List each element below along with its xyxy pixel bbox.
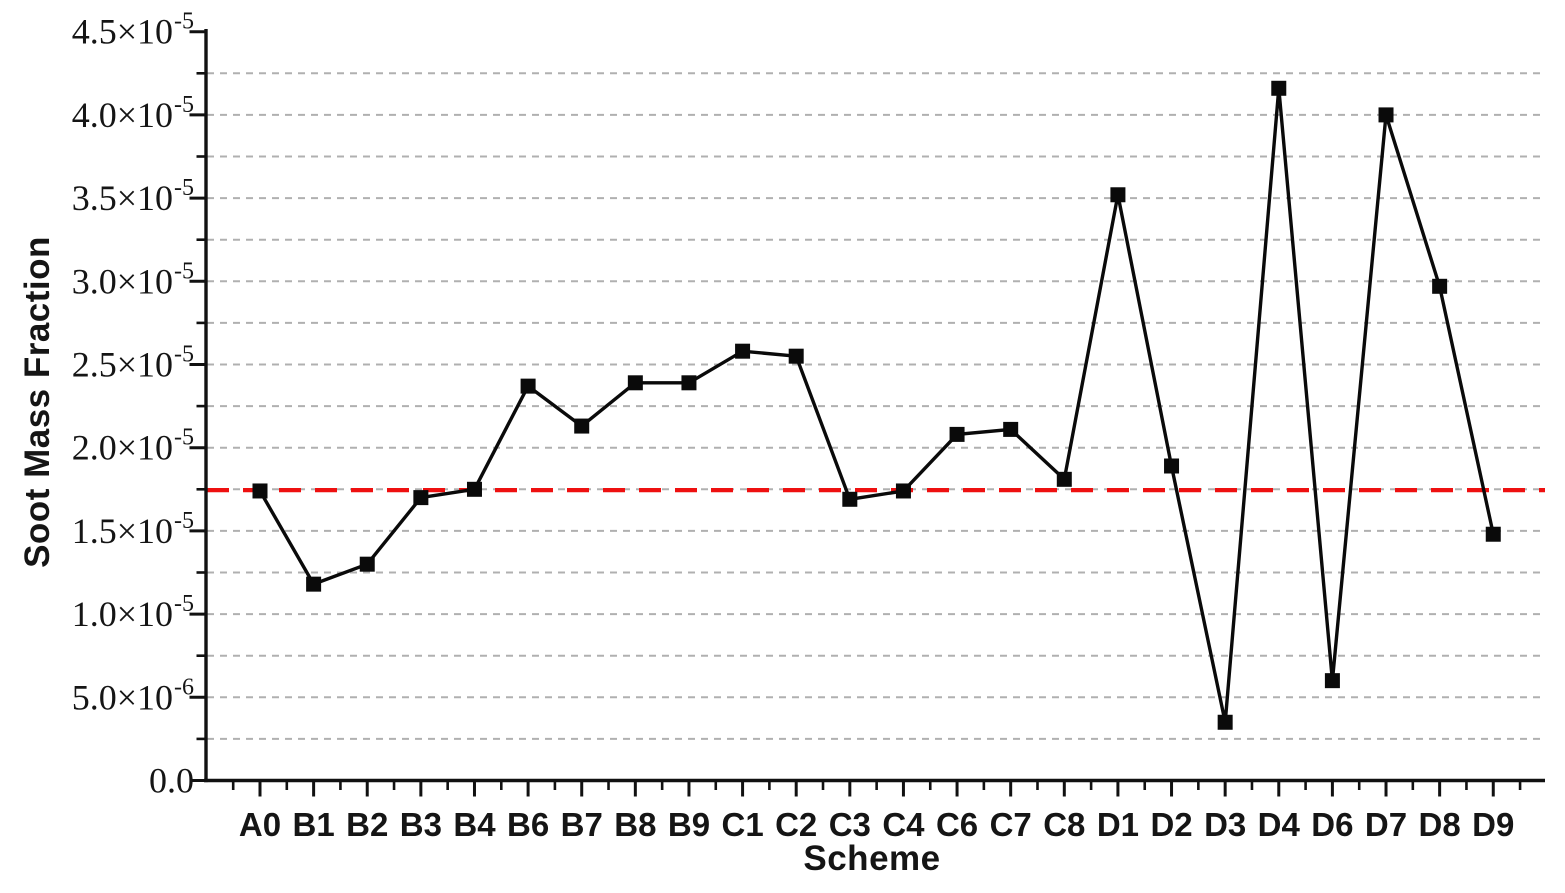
x-axis-ticks: A0 B1 B2 B3 B4 B6 B7 B8 B9 C1 C2 C3 C4 C6 C7 C8 D1 D2 D3 D4… bbox=[231, 780, 1522, 843]
y-tick-label: 2.5×10-5 bbox=[72, 342, 194, 385]
data-point-D4 bbox=[1271, 80, 1287, 96]
data-point-A0 bbox=[252, 483, 268, 499]
x-tick-label-D7: D7 bbox=[1365, 806, 1407, 843]
data-point-D3 bbox=[1217, 714, 1233, 730]
y-axis-ticks: 0.0 5.0×10-6 1.0×10-5 1.5×10-5 2.0×10-5 2.5×1… bbox=[72, 9, 206, 801]
x-tick-label-C7: C7 bbox=[990, 806, 1032, 843]
y-tick-label: 0.0 bbox=[149, 761, 194, 801]
x-axis-title: Scheme bbox=[803, 839, 941, 878]
x-tick-label-B2: B2 bbox=[346, 806, 388, 843]
gridlines bbox=[207, 72, 1545, 740]
y-tick-label: 3.5×10-5 bbox=[72, 175, 194, 218]
y-tick-label: 4.0×10-5 bbox=[72, 92, 194, 135]
x-tick-label-D3: D3 bbox=[1204, 806, 1246, 843]
x-tick-label-C2: C2 bbox=[775, 806, 817, 843]
data-point-C3 bbox=[842, 491, 858, 507]
y-tick-label: 5.0×10-6 bbox=[72, 674, 194, 717]
y-tick-label: 4.5×10-5 bbox=[72, 9, 194, 52]
data-point-C1 bbox=[735, 343, 751, 359]
data-point-D1 bbox=[1110, 187, 1126, 203]
data-point-B4 bbox=[466, 481, 482, 497]
x-tick-label-C3: C3 bbox=[829, 806, 871, 843]
data-point-B3 bbox=[413, 490, 429, 506]
y-tick-label: 3.0×10-5 bbox=[72, 258, 194, 301]
x-tick-label-C8: C8 bbox=[1043, 806, 1085, 843]
data-point-B2 bbox=[359, 556, 375, 572]
x-tick-label-D1: D1 bbox=[1097, 806, 1139, 843]
y-axis-title: Soot Mass Fraction bbox=[18, 236, 57, 568]
x-tick-label-B6: B6 bbox=[507, 806, 549, 843]
x-tick-label-A0: A0 bbox=[239, 806, 281, 843]
x-tick-label-B3: B3 bbox=[400, 806, 442, 843]
data-point-C2 bbox=[788, 348, 804, 364]
x-tick-label-C6: C6 bbox=[936, 806, 978, 843]
x-tick-label-D8: D8 bbox=[1419, 806, 1461, 843]
data-point-D8 bbox=[1432, 278, 1448, 294]
x-tick-label-C4: C4 bbox=[882, 806, 925, 843]
data-points bbox=[252, 80, 1501, 730]
data-point-C8 bbox=[1056, 471, 1072, 487]
data-point-B6 bbox=[520, 378, 536, 394]
y-tick-label: 1.5×10-5 bbox=[72, 508, 194, 551]
x-tick-label-B8: B8 bbox=[614, 806, 656, 843]
series-line bbox=[258, 88, 1495, 723]
x-tick-label-B7: B7 bbox=[561, 806, 603, 843]
x-tick-label-B9: B9 bbox=[668, 806, 710, 843]
data-point-D7 bbox=[1378, 107, 1394, 123]
data-point-B1 bbox=[306, 576, 322, 592]
y-tick-label: 2.0×10-5 bbox=[72, 425, 194, 468]
x-tick-label-C1: C1 bbox=[721, 806, 763, 843]
data-point-D2 bbox=[1164, 458, 1180, 474]
x-tick-label-B4: B4 bbox=[453, 806, 496, 843]
data-point-C4 bbox=[895, 483, 911, 499]
data-point-D6 bbox=[1324, 673, 1340, 689]
y-tick-label: 1.0×10-5 bbox=[72, 591, 194, 634]
x-tick-label-D6: D6 bbox=[1311, 806, 1353, 843]
data-point-C7 bbox=[1003, 421, 1019, 437]
data-point-B7 bbox=[574, 418, 590, 434]
x-tick-label-B1: B1 bbox=[293, 806, 335, 843]
x-tick-label-D4: D4 bbox=[1258, 806, 1301, 843]
x-tick-label-D9: D9 bbox=[1472, 806, 1514, 843]
data-point-B8 bbox=[627, 375, 643, 391]
data-point-D9 bbox=[1485, 526, 1501, 542]
x-tick-label-D2: D2 bbox=[1150, 806, 1192, 843]
data-point-C6 bbox=[949, 426, 965, 442]
data-point-B9 bbox=[681, 375, 697, 391]
